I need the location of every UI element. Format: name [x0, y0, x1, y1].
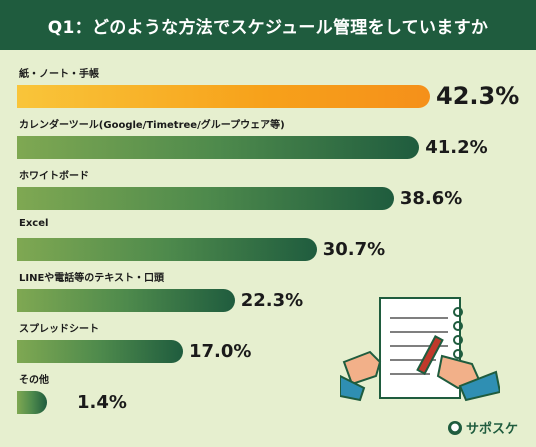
brand-logo: ● サポスケ [447, 418, 518, 437]
value-label: 30.7% [322, 239, 386, 260]
category-label: 紙・ノート・手帳 [19, 69, 99, 80]
page-title: Q1：どのような方法でスケジュール管理をしていますか [0, 0, 536, 50]
value-label: 38.6% [399, 188, 463, 209]
bar-chart: 紙・ノート・手帳 42.3% カレンダーツール(Google/Timetree/グル… [0, 50, 536, 447]
value-label: 1.4% [77, 392, 127, 413]
bar [17, 340, 183, 363]
notebook-writing-illustration [340, 297, 500, 402]
value-label: 41.2% [425, 137, 488, 158]
category-label: ホワイトボード [19, 171, 89, 182]
category-label: その他 [19, 375, 49, 386]
bar [17, 238, 317, 261]
value-label: 22.3% [240, 290, 304, 311]
category-label: カレンダーツール(Google/Timetree/グループウェア等) [19, 120, 285, 131]
category-label: Excel [19, 218, 49, 229]
category-label: スプレッドシート [19, 324, 99, 335]
brand-label: サポスケ [465, 422, 518, 437]
bar [17, 85, 430, 108]
bar [17, 136, 420, 159]
sapo-logo-icon: ● [447, 420, 462, 435]
value-label: 42.3% [436, 82, 520, 110]
value-label: 17.0% [188, 341, 252, 362]
bar [17, 391, 47, 414]
category-label: LINEや電話等のテキスト・口頭 [19, 273, 164, 284]
bar [17, 289, 235, 312]
bar [17, 187, 394, 210]
